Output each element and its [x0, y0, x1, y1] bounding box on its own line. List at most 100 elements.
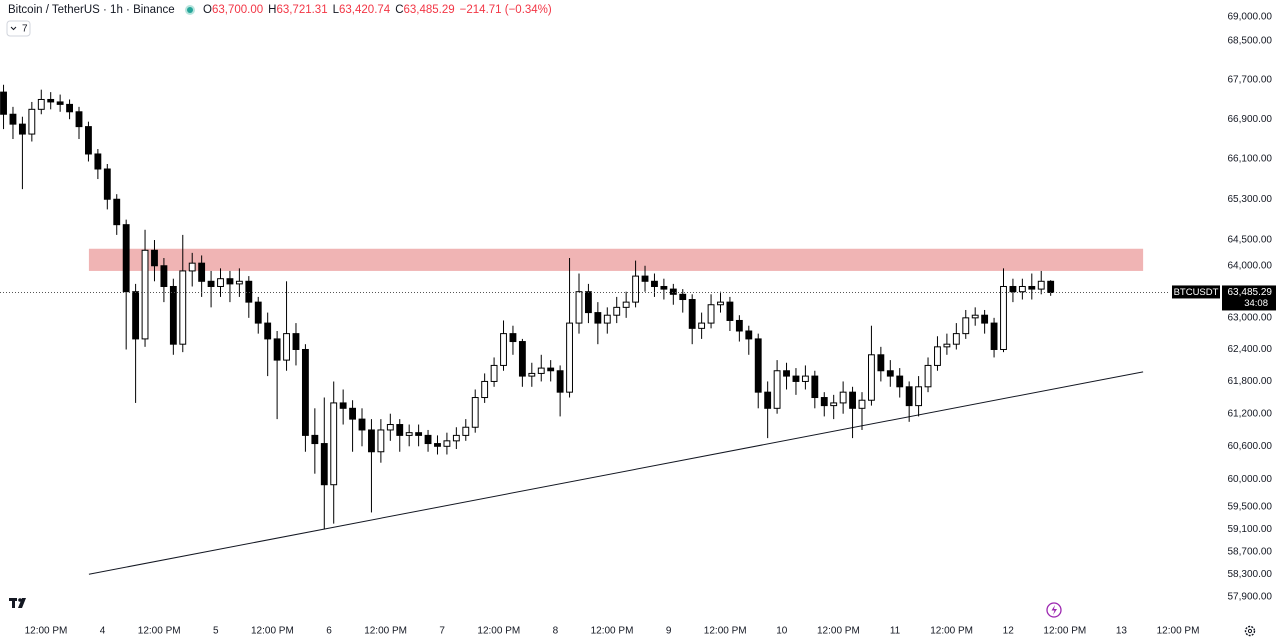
- candle-body: [113, 198, 121, 226]
- candle-body: [226, 278, 234, 285]
- candle-body: [660, 285, 668, 290]
- candle-body: [943, 343, 951, 348]
- candle-body: [28, 108, 36, 135]
- candle-body: [518, 341, 526, 377]
- y-tick-label: 66,100.00: [1228, 154, 1273, 165]
- candle-body: [528, 372, 536, 377]
- x-tick-label: 12:00 PM: [591, 626, 634, 637]
- candle-body: [490, 364, 498, 382]
- candle-body: [603, 314, 611, 324]
- y-tick-label: 67,700.00: [1228, 75, 1273, 86]
- candle-body: [132, 291, 140, 340]
- candle-body: [217, 278, 224, 287]
- settings-icon[interactable]: [1244, 625, 1256, 637]
- candle-body: [273, 338, 281, 361]
- price-tag-bg: [1222, 285, 1276, 311]
- y-tick-label: 61,800.00: [1228, 376, 1273, 387]
- candle-body: [594, 312, 602, 324]
- candle-body: [754, 338, 762, 393]
- chart-title: Bitcoin / TetherUS · 1h · Binance: [8, 4, 175, 16]
- candle-body: [745, 330, 753, 340]
- candle-body: [801, 375, 809, 382]
- price-tag: 63,485.29: [1228, 287, 1273, 298]
- symbol-tag-bg: [1172, 285, 1220, 299]
- ohlc-value: 63,485.29: [404, 4, 455, 16]
- candle-body: [566, 322, 573, 393]
- candle-body: [386, 424, 394, 431]
- candle-body: [283, 333, 290, 361]
- chevron-icon: [10, 26, 17, 31]
- indicator-toggle[interactable]: [6, 20, 31, 37]
- candle-body: [830, 402, 838, 407]
- candle-body: [773, 370, 781, 409]
- candle-body: [358, 418, 366, 431]
- x-tick-label: 12:00 PM: [704, 626, 747, 637]
- candle-body: [820, 397, 828, 407]
- candle-body: [622, 301, 630, 308]
- y-tick-label: 61,200.00: [1228, 408, 1273, 419]
- candle-body: [584, 291, 592, 314]
- x-tick-label: 12: [1003, 626, 1015, 637]
- x-tick-label: 12:00 PM: [25, 626, 68, 637]
- candle-body: [235, 280, 243, 285]
- candle-body: [698, 322, 706, 329]
- candle-body: [452, 434, 460, 442]
- y-tick-label: 65,300.00: [1228, 194, 1273, 205]
- status-dot: [187, 7, 193, 13]
- y-tick-label: 57,900.00: [1228, 592, 1273, 603]
- x-tick-label: 4: [100, 626, 106, 637]
- candle-body: [868, 354, 875, 401]
- candle-body: [330, 402, 338, 486]
- y-tick-label: 62,400.00: [1228, 344, 1273, 355]
- candle-body: [0, 91, 7, 115]
- trendline: [88, 371, 1144, 575]
- candle-body: [613, 306, 621, 316]
- candle-body: [1037, 280, 1045, 290]
- ohlc-label: C: [395, 4, 403, 16]
- candle-body: [764, 391, 772, 409]
- candle-body: [556, 370, 564, 393]
- candle-body: [792, 375, 800, 382]
- ohlc-legend: O63,700.00 H63,721.31 L63,420.74 C63,485.29…: [203, 4, 552, 16]
- ohlc-label: O: [203, 4, 212, 16]
- candle-body: [151, 249, 158, 267]
- x-tick-label: 6: [326, 626, 332, 637]
- candle-body: [509, 333, 517, 343]
- candle-body: [396, 424, 404, 436]
- lightning-icon[interactable]: [1046, 602, 1062, 618]
- candle-body: [547, 367, 555, 372]
- x-tick-label: 12:00 PM: [477, 626, 520, 637]
- candle-body: [160, 265, 168, 287]
- y-tick-label: 66,900.00: [1228, 114, 1273, 125]
- candle-body: [481, 380, 489, 399]
- countdown: 34:08: [1244, 298, 1268, 309]
- y-tick-label: 58,300.00: [1228, 569, 1273, 580]
- y-tick-label: 60,600.00: [1228, 441, 1273, 452]
- candle-body: [56, 101, 64, 105]
- ohlc-value: 63,700.00: [212, 4, 263, 16]
- x-tick-label: 12:00 PM: [930, 626, 973, 637]
- candle-body: [632, 275, 640, 303]
- y-tick-label: 64,500.00: [1228, 235, 1273, 246]
- ohlc-value: 63,721.31: [276, 4, 327, 16]
- candle-body: [679, 293, 687, 301]
- candle-body: [264, 322, 272, 340]
- candle-body: [858, 399, 866, 409]
- y-tick-label: 58,700.00: [1228, 546, 1273, 557]
- indicator-count: 7: [22, 24, 28, 35]
- candle-body: [905, 386, 913, 407]
- candle-body: [934, 346, 941, 366]
- candle-body: [462, 426, 470, 436]
- candle-body: [424, 434, 432, 445]
- price-change: −214.71 (−0.34%): [460, 4, 552, 16]
- candle-body: [688, 299, 696, 329]
- y-tick-label: 69,000.00: [1228, 12, 1273, 23]
- candle-body: [971, 314, 979, 319]
- candle-body: [783, 370, 790, 377]
- x-tick-label: 12:00 PM: [251, 626, 294, 637]
- candle-body: [122, 224, 130, 293]
- ohlc-label: L: [333, 4, 340, 16]
- candle-body: [877, 354, 885, 372]
- candle-body: [1018, 285, 1026, 293]
